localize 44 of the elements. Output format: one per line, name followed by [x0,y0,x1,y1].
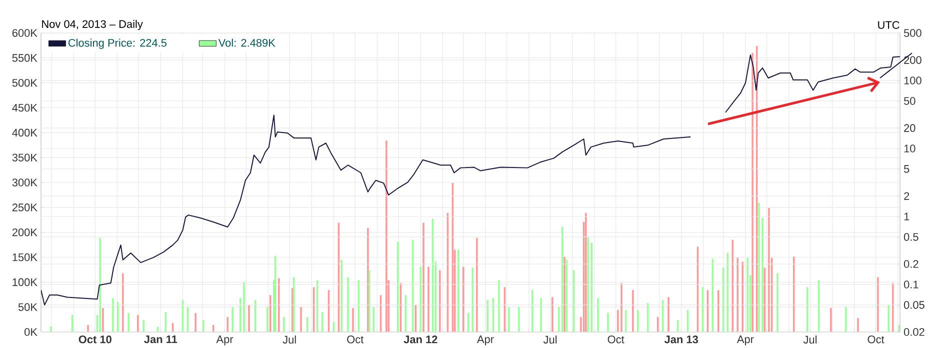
y2-tick-label: 0.02 [904,328,924,336]
y2-tick-label: 10 [904,144,916,152]
x-tick-label: Jan 12 [404,336,438,344]
y2-tick-label: 200 [904,56,922,64]
y2-tick-label: 500 [904,29,922,37]
y2-tick-label: 0.05 [904,301,924,309]
y-tick-label: 150K [12,253,38,262]
y-tick-label: 450K [12,104,38,112]
x-tick-label: Jan 11 [144,336,178,344]
x-tick-label: Apr [476,336,494,346]
y-tick-label: 200K [12,228,38,236]
y-tick-label: 350K [12,154,38,162]
x-tick-label: Jul [543,336,557,344]
x-tick-label: Jan 13 [664,336,698,344]
x-tick-label: Jul [803,336,817,344]
y2-tick-label: 20 [904,124,916,132]
y-tick-label: 500K [12,78,38,87]
x-tick-label: Oct [347,336,364,344]
y-tick-label: 400K [12,128,38,137]
y2-tick-label: 5 [904,165,910,173]
y-tick-label: 550K [12,54,38,62]
y2-tick-label: 50 [904,97,916,105]
y2-tick-label: 100 [904,76,922,84]
y-tick-label: 250K [12,204,38,212]
x-tick-label: Apr [736,336,754,346]
legend-label: Vol: 2.489K [218,38,276,47]
y2-tick-label: 1 [904,212,910,220]
x-tick-label: Oct 10 [78,336,112,344]
y-tick-label: 100K [12,278,38,286]
text: UTC [878,21,900,29]
y-tick-label: 600K [12,29,38,37]
y2-tick-label: 0.5 [904,233,918,241]
y-tick-label: 50K [18,303,38,311]
y-tick-label: 300K [12,178,38,186]
x-tick-label: Oct [868,336,884,344]
x-tick-label: Jul [282,336,296,344]
chart-subtitle: Nov 04, 2013 – Daily [42,20,143,30]
x-tick-label: Apr [216,336,234,346]
y2-tick-label: 2 [904,192,910,200]
y2-tick-label: 0.2 [904,260,918,268]
y-tick-label: 0K [24,328,38,336]
x-tick-label: Oct [608,336,624,344]
y2-tick-label: 0.1 [904,280,918,288]
legend-label: Closing Price: 224.5 [68,38,166,49]
